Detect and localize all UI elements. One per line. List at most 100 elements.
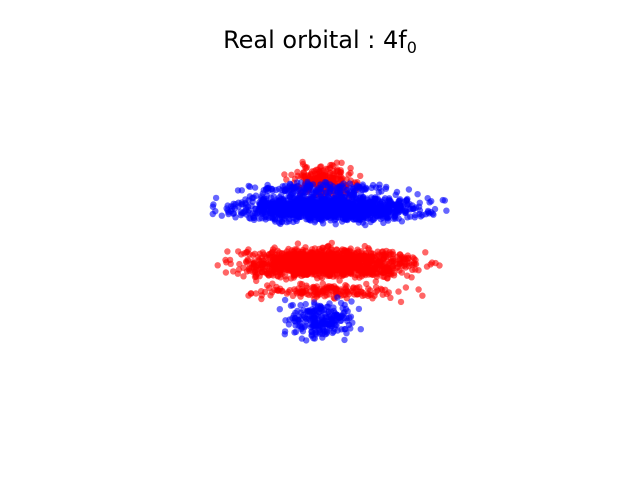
scatter-point (236, 260, 243, 268)
scatter-point (306, 307, 313, 314)
scatter-point (338, 159, 345, 166)
scatter-point (305, 216, 312, 223)
scatter-point (331, 283, 338, 290)
scatter-point (347, 164, 354, 172)
scatter-point (237, 211, 245, 219)
scatter-point (283, 264, 291, 271)
scatter-point (227, 203, 235, 210)
scatter-point (288, 171, 295, 178)
scatter-point (389, 209, 397, 216)
scatter-point (401, 258, 408, 266)
scatter-point (329, 262, 336, 269)
scatter-point (306, 312, 314, 319)
scatter-point (316, 326, 323, 334)
scatter-point (387, 202, 395, 210)
scatter-point (404, 272, 411, 279)
scatter-point (299, 158, 306, 166)
scatter-point (404, 252, 411, 259)
scatter-point (209, 203, 217, 210)
scatter-point (314, 321, 322, 329)
scatter-point (321, 215, 328, 222)
scatter-point (348, 298, 355, 305)
scatter-point (364, 197, 371, 204)
scatter-point (383, 183, 390, 191)
scatter-point (370, 216, 377, 223)
scatter-point (331, 256, 339, 264)
scatter-point (334, 199, 341, 206)
scatter-point (300, 288, 307, 296)
scatter-point (310, 250, 317, 257)
scatter-point (224, 248, 231, 255)
scatter-point (308, 332, 315, 339)
scatter-point (277, 206, 284, 214)
scatter-point (295, 251, 302, 258)
scatter-point (367, 257, 374, 265)
scatter-point (334, 266, 341, 273)
scatter-point (316, 186, 324, 193)
scatter-point (294, 240, 302, 247)
scatter-point (351, 188, 359, 195)
scatter-point (314, 287, 322, 294)
scatter-point (386, 260, 393, 267)
scatter-point (281, 328, 289, 335)
scatter-point (230, 210, 238, 217)
scatter-point (214, 262, 221, 269)
scatter-point (209, 210, 216, 218)
scatter-point (317, 203, 325, 210)
scatter-point (341, 326, 348, 333)
scatter-point (276, 306, 283, 313)
scatter-point (325, 308, 332, 316)
scatter-point (353, 259, 360, 266)
scatter-point (343, 210, 350, 217)
scatter-point (339, 184, 347, 191)
scatter-point (259, 249, 266, 256)
scatter-point (330, 162, 337, 170)
scatter-point (348, 207, 356, 214)
scatter-point (306, 210, 313, 217)
scatter-point (247, 290, 255, 297)
scatter-point (357, 172, 364, 180)
scatter-point (365, 285, 372, 292)
scatter-point (304, 270, 312, 278)
scatter-point (376, 181, 383, 188)
scatter-point (290, 201, 297, 208)
scatter-point (300, 201, 307, 208)
scatter-point (362, 184, 370, 191)
scatter-point (258, 295, 265, 303)
scatter-point (386, 195, 393, 202)
scatter-point (365, 245, 372, 252)
scatter-point (327, 181, 334, 188)
scatter-point (238, 251, 245, 258)
scatter-point (355, 305, 363, 313)
scatter-point (300, 184, 307, 191)
scatter-point (318, 167, 325, 175)
scatter-point (330, 250, 337, 258)
scatter-point (410, 255, 418, 262)
scatter-point (283, 176, 290, 183)
scatter-point (362, 206, 369, 213)
scatter-point (372, 278, 379, 285)
scatter-point (316, 215, 323, 222)
scatter-point (264, 199, 271, 207)
scatter-point (256, 203, 263, 211)
scatter-point (379, 251, 386, 258)
scatter-point (255, 261, 262, 268)
scatter-point (298, 325, 305, 333)
scatter-point (292, 318, 299, 325)
scatter-point (263, 254, 270, 261)
scatter-point (339, 250, 346, 257)
scatter-point (430, 211, 437, 218)
scatter-point (278, 288, 285, 295)
scatter-point (311, 167, 318, 175)
scatter-point (324, 303, 332, 310)
scatter-point (396, 267, 403, 274)
scatter-point (322, 321, 329, 328)
scatter-point (441, 197, 448, 204)
scatter-point (277, 274, 284, 281)
scatter-point (355, 248, 362, 255)
scatter-point (334, 294, 341, 301)
scatter-point (428, 198, 435, 205)
scatter-point (251, 184, 259, 191)
scatter-point (343, 295, 350, 302)
scatter-point (310, 199, 318, 206)
